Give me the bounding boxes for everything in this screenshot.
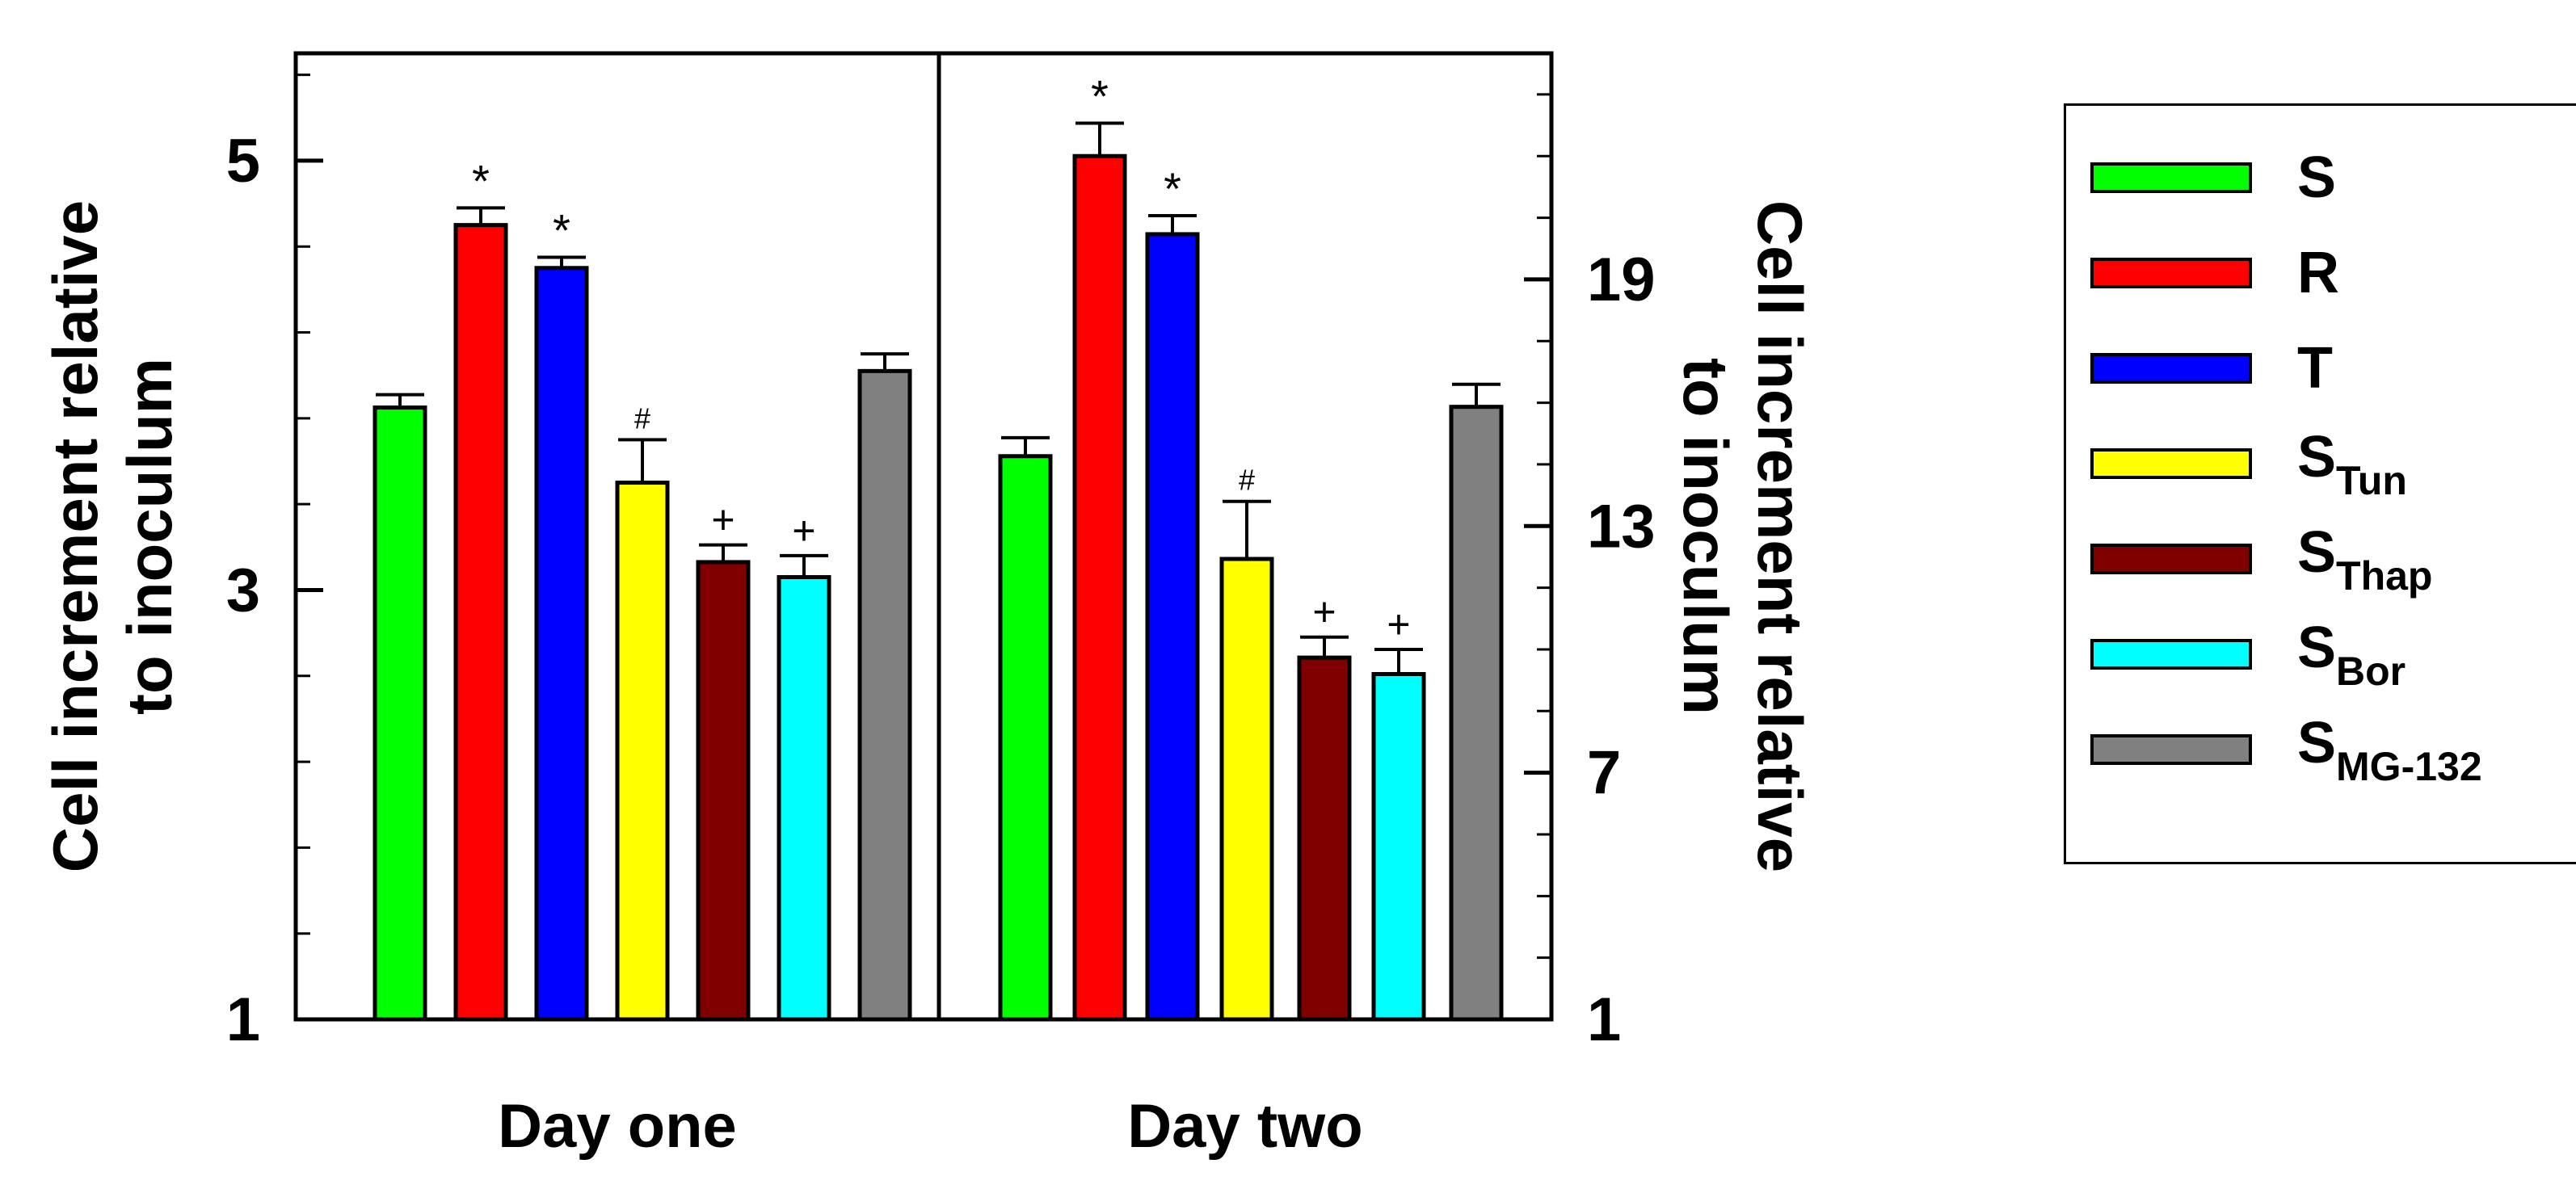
- significance-mark-0-2: *: [553, 204, 570, 255]
- bar-1-5: [1371, 671, 1426, 1022]
- significance-mark-0-5: +: [792, 508, 815, 553]
- bar-0-2: [534, 266, 589, 1022]
- y-axis-label-left-line-0: Cell increment relative: [40, 200, 111, 872]
- legend-label: R: [2297, 241, 2339, 305]
- legend-swatch: [2090, 544, 2252, 574]
- bar-1-3: [1219, 557, 1274, 1022]
- x-axis-label-1: Day two: [1127, 1092, 1362, 1161]
- legend-swatch: [2090, 734, 2252, 765]
- x-axis-label-0: Day one: [498, 1092, 737, 1161]
- bar-0-6: [857, 368, 912, 1022]
- bar-0-5: [777, 574, 831, 1022]
- legend-label: SMG-132: [2297, 710, 2482, 789]
- bar-1-1: [1072, 153, 1127, 1022]
- legend-item: SBor: [2090, 616, 2406, 694]
- significance-mark-1-5: +: [1387, 602, 1410, 647]
- legend-swatch: [2090, 258, 2252, 288]
- legend-swatch: [2090, 448, 2252, 479]
- bar-0-1: [453, 223, 508, 1022]
- legend-item: SMG-132: [2090, 711, 2482, 789]
- legend-label: SBor: [2297, 615, 2406, 694]
- y-axis-label-right-line-0: Cell increment relative: [1745, 200, 1816, 872]
- y-tick-label-0-0: 1: [226, 985, 260, 1054]
- legend-item: S: [2090, 141, 2336, 214]
- significance-mark-0-4: +: [711, 498, 734, 543]
- y-axis-label-left: Cell increment relative to inoculum: [40, 200, 185, 872]
- legend-item: STun: [2090, 425, 2407, 503]
- legend-swatch: [2090, 353, 2252, 384]
- significance-mark-1-1: *: [1091, 71, 1109, 122]
- bar-0-3: [615, 481, 670, 1022]
- bar-0-4: [696, 560, 751, 1022]
- y-tick-label-1-0: 1: [1587, 985, 1621, 1054]
- legend-label: SThap: [2297, 519, 2433, 599]
- y-tick-label-1-2: 13: [1587, 492, 1656, 561]
- significance-mark-0-3: #: [634, 401, 650, 435]
- legend-label: S: [2297, 145, 2337, 210]
- y-axis-label-left-line-1: to inoculum: [114, 358, 185, 715]
- bar-1-0: [998, 454, 1053, 1022]
- significance-mark-1-2: *: [1164, 163, 1181, 214]
- y-axis-label-right-line-1: to inoculum: [1670, 358, 1741, 715]
- y-tick-label-1-3: 19: [1587, 246, 1656, 314]
- legend-item: T: [2090, 332, 2333, 405]
- legend-swatch: [2090, 639, 2252, 670]
- legend-label: T: [2297, 336, 2333, 401]
- significance-mark-0-1: *: [472, 155, 490, 206]
- legend-swatch: [2090, 162, 2252, 193]
- legend-item: SThap: [2090, 520, 2432, 599]
- chart-legend: S R T STun SThap SBor SMG-132: [2064, 103, 2576, 864]
- bar-1-6: [1449, 405, 1504, 1022]
- significance-mark-1-3: #: [1239, 464, 1255, 497]
- y-tick-label-1-1: 7: [1587, 739, 1621, 808]
- legend-label: STun: [2297, 424, 2407, 503]
- legend-item: R: [2090, 237, 2339, 309]
- y-tick-label-0-2: 5: [226, 127, 260, 195]
- bar-1-2: [1145, 232, 1200, 1022]
- y-tick-label-0-1: 3: [226, 556, 260, 624]
- significance-mark-1-4: +: [1312, 590, 1336, 635]
- plot-frame: [293, 51, 1554, 1022]
- bar-0-0: [373, 405, 427, 1022]
- bar-1-4: [1297, 655, 1352, 1022]
